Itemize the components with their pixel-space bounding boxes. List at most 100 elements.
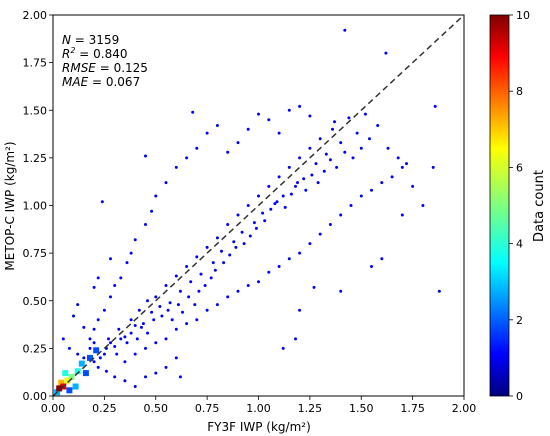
scatter-point bbox=[273, 202, 277, 206]
scatter-point bbox=[242, 242, 246, 246]
scatter-point bbox=[257, 112, 260, 116]
scatter-point bbox=[133, 238, 137, 242]
scatter-point bbox=[335, 165, 339, 169]
y-tick-label: 1.75 bbox=[23, 57, 48, 70]
scatter-point bbox=[193, 303, 197, 307]
x-tick-label: 0.75 bbox=[195, 402, 220, 415]
scatter-point bbox=[195, 318, 199, 322]
one-to-one-line bbox=[52, 14, 465, 397]
scatter-point bbox=[228, 253, 232, 257]
scatter-point bbox=[298, 104, 302, 108]
stat-mae: MAE = 0.067 bbox=[62, 75, 140, 89]
scatter-point bbox=[166, 308, 170, 312]
scatter-point bbox=[328, 223, 332, 226]
scatter-point bbox=[287, 108, 291, 112]
scatter-point bbox=[275, 200, 279, 204]
scatter-point bbox=[150, 209, 154, 213]
scatter-point bbox=[252, 221, 256, 225]
scatter-point bbox=[102, 352, 106, 356]
scatter-point bbox=[187, 295, 191, 299]
scatter-point bbox=[333, 120, 336, 124]
colorbar-tick-label: 8 bbox=[516, 85, 523, 98]
scatter-point bbox=[113, 375, 117, 379]
scatter-point bbox=[298, 308, 302, 312]
scatter-point bbox=[411, 184, 415, 188]
density-cell bbox=[68, 373, 75, 380]
density-cell bbox=[72, 383, 79, 390]
scatter-point bbox=[289, 192, 293, 196]
scatter-point bbox=[119, 276, 123, 280]
y-tick-label: 2.00 bbox=[23, 9, 48, 22]
scatter-point bbox=[283, 205, 287, 209]
y-tick-label: 1.25 bbox=[23, 152, 48, 165]
y-tick-label: 0.75 bbox=[23, 247, 48, 260]
scatter-point bbox=[102, 308, 106, 312]
x-tick-label: 1.25 bbox=[298, 402, 323, 415]
y-tick-label: 0.00 bbox=[23, 390, 48, 403]
scatter-point bbox=[107, 337, 110, 341]
scatter-point bbox=[277, 265, 281, 268]
scatter-point bbox=[109, 295, 112, 299]
scatter-point bbox=[261, 211, 265, 215]
density-cell bbox=[78, 360, 85, 367]
scatter-point bbox=[96, 276, 100, 280]
scatter-point bbox=[363, 112, 367, 116]
scatter-point bbox=[351, 156, 355, 160]
scatter-point bbox=[405, 162, 408, 166]
density-cell bbox=[87, 354, 93, 361]
scatter-point bbox=[308, 146, 312, 150]
scatter-point bbox=[152, 318, 156, 322]
density-cell bbox=[93, 347, 100, 354]
x-axis-title: FY3F IWP (kg/m²) bbox=[207, 420, 311, 434]
x-tick-label: 1.75 bbox=[400, 402, 425, 415]
density-cell bbox=[66, 387, 73, 394]
scatter-point bbox=[328, 158, 332, 162]
scatter-point bbox=[115, 352, 119, 356]
scatter-point bbox=[267, 270, 271, 274]
scatter-point bbox=[213, 268, 217, 272]
axes: 0.00 0.25 0.50 0.75 1.00 1.25 1.50 1.75 2.00 0.00… bbox=[23, 9, 477, 415]
scatter-point bbox=[287, 257, 291, 261]
scatter-point bbox=[347, 116, 351, 120]
scatter-point bbox=[312, 285, 316, 289]
scatter-point bbox=[308, 114, 312, 118]
scatter-point bbox=[185, 265, 189, 268]
density-cell bbox=[56, 385, 63, 392]
scatter-point bbox=[226, 150, 230, 154]
scatter-point bbox=[314, 162, 318, 166]
scatter-point bbox=[176, 303, 180, 307]
scatter-point bbox=[215, 236, 219, 240]
scatter-point bbox=[257, 194, 260, 198]
scatter-point bbox=[144, 223, 147, 226]
colorbar bbox=[489, 14, 510, 397]
scatter-point bbox=[123, 379, 127, 383]
scatter-point bbox=[236, 289, 240, 293]
scatter-point bbox=[368, 137, 371, 141]
scatter-point bbox=[316, 181, 320, 185]
scatter-point bbox=[158, 305, 162, 308]
scatter-point bbox=[129, 318, 133, 322]
scatter-point bbox=[209, 276, 213, 280]
scatter-point bbox=[72, 314, 75, 318]
scatter-point bbox=[349, 204, 353, 207]
scatter-point bbox=[267, 184, 271, 188]
scatter-point bbox=[96, 365, 100, 369]
scatter-point bbox=[226, 295, 230, 299]
scatter-point bbox=[154, 371, 158, 375]
scatter-point bbox=[144, 154, 147, 158]
scatter-point bbox=[254, 226, 258, 230]
scatter-point bbox=[220, 249, 223, 253]
scatter-point bbox=[396, 156, 400, 160]
scatter-point bbox=[133, 324, 137, 327]
scatter-point bbox=[281, 346, 285, 350]
scatter-point bbox=[380, 257, 384, 261]
stats-box: N = 3159 R2 = 0.840 RMSE = 0.125 MAE = 0… bbox=[62, 33, 148, 89]
scatter-point bbox=[164, 181, 168, 185]
scatter-point bbox=[331, 127, 334, 131]
scatter-point bbox=[400, 213, 404, 217]
scatter-point bbox=[355, 131, 359, 135]
scatter-point bbox=[215, 124, 219, 127]
scatter-point bbox=[146, 299, 149, 303]
scatter-point bbox=[390, 175, 394, 179]
